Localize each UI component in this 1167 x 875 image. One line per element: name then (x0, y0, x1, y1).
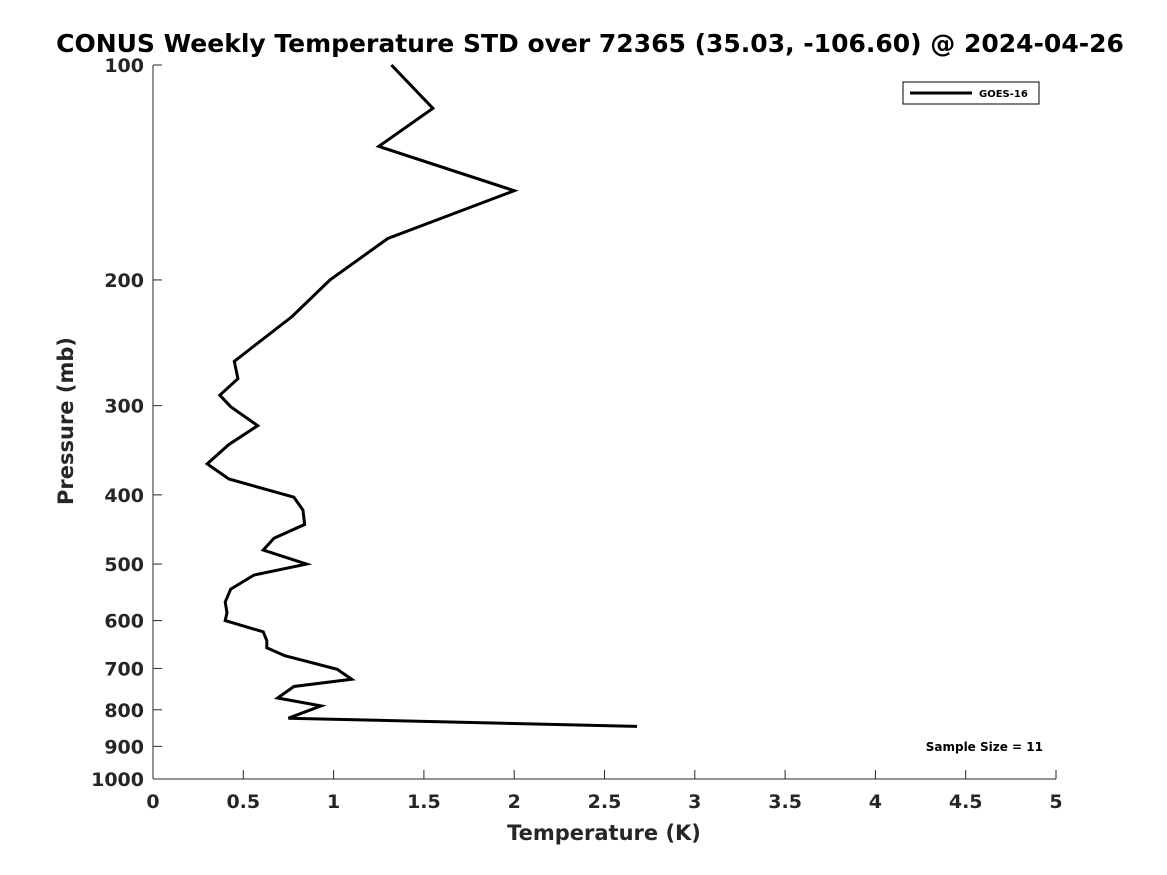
y-tick-label: 600 (104, 611, 144, 633)
x-tick-label: 1 (327, 791, 340, 813)
y-tick-label: 900 (104, 736, 144, 758)
y-axis-label: Pressure (mb) (54, 337, 78, 505)
x-tick-label: 2.5 (588, 791, 622, 813)
y-tick-label: 200 (104, 270, 144, 292)
series-layer (204, 63, 638, 728)
y-tick-label: 800 (104, 700, 144, 722)
y-tick-label: 1000 (91, 769, 144, 791)
x-tick-label: 3.5 (768, 791, 802, 813)
x-tick-label: 5 (1049, 791, 1062, 813)
y-tick-label: 300 (104, 396, 144, 418)
plot-area (152, 65, 1056, 780)
y-tick-label: 500 (104, 554, 144, 576)
x-tick-label: 4 (869, 791, 882, 813)
x-tick-label: 3 (688, 791, 701, 813)
y-tick-label: 100 (104, 55, 144, 77)
y-tick-label: 700 (104, 658, 144, 680)
x-tick-label: 0 (146, 791, 159, 813)
sample-size-annotation: Sample Size = 11 (926, 740, 1043, 754)
series-line-goes-16 (204, 63, 638, 728)
x-axis-label: Temperature (K) (507, 821, 701, 845)
y-tick-label: 400 (104, 485, 144, 507)
x-tick-label: 0.5 (226, 791, 260, 813)
x-axis: 0 0.5 1 1.5 2 2.5 3 3.5 4 4.5 5 (146, 770, 1063, 813)
x-tick-label: 2 (508, 791, 521, 813)
chart-title: CONUS Weekly Temperature STD over 72365 … (56, 29, 1124, 58)
legend: GOES-16 (902, 81, 1040, 105)
x-tick-label: 4.5 (949, 791, 983, 813)
y-axis: 100 200 300 400 500 600 700 800 900 1000 (91, 55, 162, 791)
legend-label-goes-16: GOES-16 (979, 89, 1028, 100)
x-tick-label: 1.5 (407, 791, 441, 813)
